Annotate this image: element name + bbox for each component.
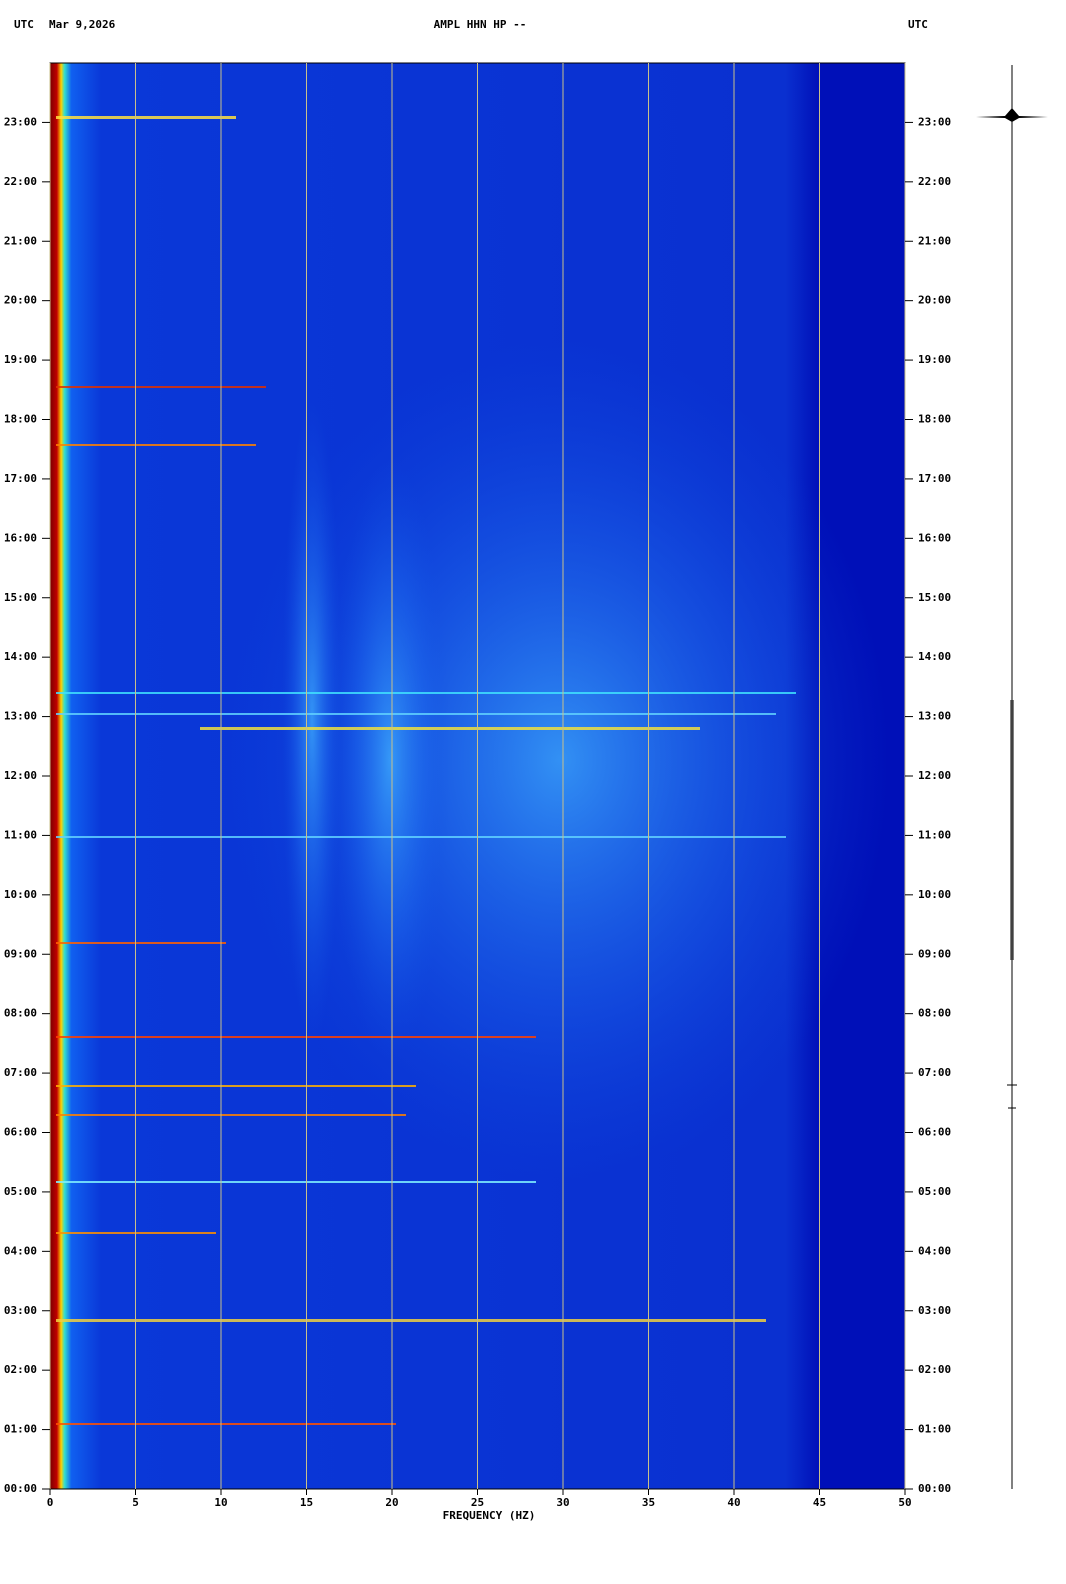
x-tick-label: 5 [132,1496,139,1509]
y-tick-label: 23:00 [4,115,37,128]
y-tick-label: 17:00 [4,472,37,485]
y-tick-label: 22:00 [918,175,951,188]
x-tick-label: 0 [47,1496,54,1509]
x-tick-label: 35 [642,1496,655,1509]
y-tick-label: 00:00 [918,1482,951,1495]
seismogram [976,65,1048,1489]
right-label: UTC [908,18,928,31]
chart-title: AMPL HHN HP -- [434,18,527,31]
y-tick-label: 14:00 [4,650,37,663]
y-tick-label: 11:00 [918,828,951,841]
y-tick-label: 03:00 [918,1304,951,1317]
x-tick-label: 30 [556,1496,569,1509]
y-tick-label: 12:00 [918,769,951,782]
left-label: UTC [14,18,34,31]
y-tick-label: 01:00 [918,1423,951,1436]
y-tick-label: 01:00 [4,1423,37,1436]
y-tick-label: 06:00 [918,1126,951,1139]
x-tick-label: 45 [813,1496,826,1509]
y-tick-label: 10:00 [4,888,37,901]
y-tick-label: 20:00 [918,294,951,307]
y-tick-label: 02:00 [918,1363,951,1376]
x-tick-label: 20 [385,1496,398,1509]
x-tick-label: 10 [214,1496,227,1509]
y-tick-label: 11:00 [4,828,37,841]
y-tick-label: 10:00 [918,888,951,901]
y-tick-label: 09:00 [4,947,37,960]
y-tick-label: 05:00 [4,1185,37,1198]
y-tick-label: 05:00 [918,1185,951,1198]
y-tick-label: 12:00 [4,769,37,782]
y-tick-label: 07:00 [4,1066,37,1079]
y-tick-label: 21:00 [4,234,37,247]
x-tick-label: 40 [727,1496,740,1509]
y-tick-label: 02:00 [4,1363,37,1376]
y-tick-label: 14:00 [918,650,951,663]
y-tick-label: 19:00 [4,353,37,366]
y-tick-label: 16:00 [918,531,951,544]
y-tick-label: 18:00 [4,413,37,426]
y-tick-label: 17:00 [918,472,951,485]
y-tick-label: 13:00 [918,710,951,723]
y-tick-label: 00:00 [4,1482,37,1495]
y-tick-label: 13:00 [4,710,37,723]
y-tick-label: 20:00 [4,294,37,307]
y-tick-label: 09:00 [918,947,951,960]
x-tick-label: 25 [471,1496,484,1509]
y-tick-label: 08:00 [4,1007,37,1020]
y-tick-label: 16:00 [4,531,37,544]
x-axis-label: FREQUENCY (HZ) [443,1509,536,1522]
y-tick-label: 21:00 [918,234,951,247]
y-tick-label: 18:00 [918,413,951,426]
y-tick-label: 04:00 [4,1244,37,1257]
x-tick-label: 15 [300,1496,313,1509]
date: Mar 9,2026 [49,18,116,31]
y-tick-label: 15:00 [4,591,37,604]
y-tick-label: 06:00 [4,1126,37,1139]
y-tick-label: 08:00 [918,1007,951,1020]
y-tick-label: 07:00 [918,1066,951,1079]
y-tick-label: 23:00 [918,115,951,128]
x-tick-label: 50 [898,1496,911,1509]
y-tick-label: 15:00 [918,591,951,604]
y-tick-label: 04:00 [918,1244,951,1257]
y-tick-label: 22:00 [4,175,37,188]
y-tick-label: 19:00 [918,353,951,366]
y-tick-label: 03:00 [4,1304,37,1317]
